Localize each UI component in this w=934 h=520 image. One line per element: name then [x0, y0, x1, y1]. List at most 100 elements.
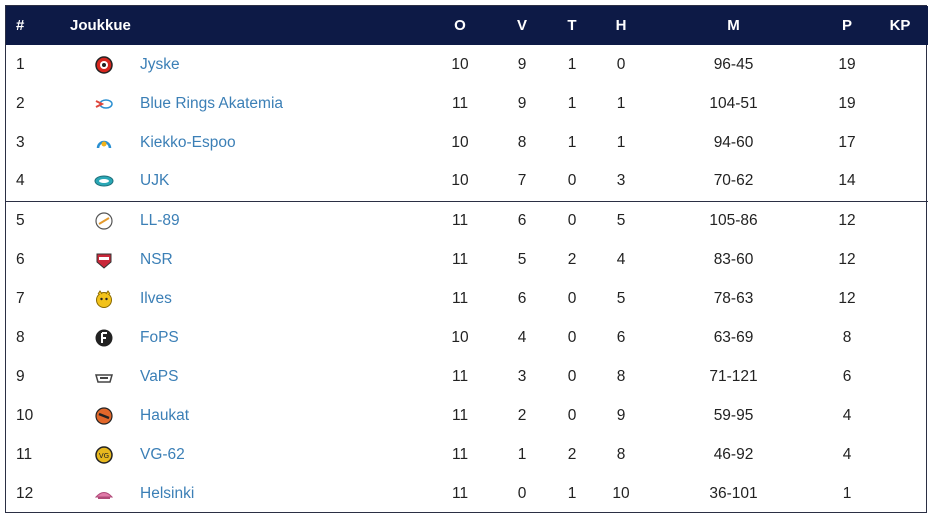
row-wins: 2	[517, 406, 527, 424]
team-link[interactable]: Blue Rings Akatemia	[140, 94, 284, 112]
row-goals: 70-62	[713, 172, 754, 190]
ll-89-logo-icon	[94, 211, 114, 231]
header-goals[interactable]: M	[727, 17, 740, 34]
table-row: 1 Jyske 10 9 1 0 96-45 19	[6, 45, 928, 84]
row-position: 10	[16, 406, 34, 424]
team-link[interactable]: LL-89	[140, 211, 180, 229]
team-link[interactable]: Haukat	[140, 406, 190, 424]
row-ties: 0	[547, 200, 598, 240]
row-position: 12	[16, 484, 34, 502]
row-games: 10	[451, 328, 469, 346]
row-kp	[872, 318, 928, 357]
row-position: 2	[16, 94, 25, 112]
row-goals: 104-51	[709, 94, 758, 112]
team-link[interactable]: FoPS	[140, 328, 179, 346]
row-ties: 0	[567, 289, 577, 307]
row-ties: 2	[567, 445, 577, 463]
blue-rings-logo-icon	[94, 94, 114, 114]
row-games: 11	[451, 484, 469, 502]
team-link[interactable]: NSR	[140, 250, 173, 268]
row-goals: 83-60	[713, 250, 754, 268]
table-row: 6 NSR 11 5 2 4 83-60 12	[6, 240, 928, 279]
row-losses: 0	[616, 55, 626, 73]
row-losses: 8	[616, 445, 626, 463]
row-wins: 6	[497, 200, 548, 240]
row-ties: 1	[567, 55, 577, 73]
row-ties: 2	[567, 250, 577, 268]
row-points: 6	[842, 367, 852, 385]
row-losses: 5	[597, 200, 646, 240]
row-ties: 1	[567, 484, 577, 502]
team-link[interactable]: Jyske	[140, 55, 180, 73]
team-link[interactable]: Ilves	[140, 289, 172, 307]
standings-table-container: # Joukkue O V T H M P KP 1 Jyske 10 9 1 …	[5, 5, 929, 513]
row-games: 10	[451, 55, 469, 73]
row-wins: 7	[517, 172, 527, 190]
row-position: 4	[16, 172, 25, 190]
header-team[interactable]: Joukkue	[70, 17, 131, 34]
row-points: 4	[842, 445, 852, 463]
row-wins: 1	[517, 445, 527, 463]
team-link[interactable]: VaPS	[140, 367, 179, 385]
team-link[interactable]: UJK	[140, 172, 170, 190]
row-points: 14	[838, 172, 856, 190]
row-goals: 96-45	[713, 55, 754, 73]
header-games[interactable]: O	[454, 17, 466, 34]
row-kp	[872, 123, 928, 162]
table-row: 12 Helsinki 11 0 1 10 36-101 1	[6, 474, 928, 513]
row-points: 12	[822, 200, 873, 240]
header-kp[interactable]: KP	[889, 17, 911, 34]
row-wins: 0	[517, 484, 527, 502]
table-row: 2 Blue Rings Akatemia 11 9 1 1 104-51 19	[6, 84, 928, 123]
row-position: 9	[16, 367, 25, 385]
row-kp	[872, 279, 928, 318]
row-points: 1	[842, 484, 852, 502]
row-points: 12	[838, 289, 856, 307]
row-kp	[872, 84, 928, 123]
row-losses: 10	[612, 484, 630, 502]
row-losses: 9	[616, 406, 626, 424]
header-points[interactable]: P	[842, 17, 853, 34]
header-wins[interactable]: V	[517, 17, 528, 34]
row-wins: 3	[517, 367, 527, 385]
header-ties[interactable]: T	[567, 17, 577, 34]
row-goals: 78-63	[713, 289, 754, 307]
row-goals: 59-95	[713, 406, 754, 424]
table-row: 11 VG VG-62 11 1 2 8 46-92 4	[6, 435, 928, 474]
row-losses: 1	[616, 133, 626, 151]
team-link[interactable]: Kiekko-Espoo	[140, 133, 236, 151]
row-kp	[872, 240, 928, 279]
team-link[interactable]: VG-62	[140, 445, 185, 463]
team-link[interactable]: Helsinki	[140, 484, 195, 502]
row-games: 11	[423, 200, 498, 240]
jyske-logo-icon	[94, 55, 114, 75]
header-losses[interactable]: H	[615, 17, 627, 34]
header-position[interactable]: #	[16, 17, 25, 34]
haukat-logo-icon	[94, 406, 114, 426]
row-games: 11	[451, 445, 469, 463]
row-losses: 4	[616, 250, 626, 268]
row-position: 11	[16, 445, 33, 463]
ilves-logo-icon	[94, 289, 114, 309]
table-header-row: # Joukkue O V T H M P KP	[6, 6, 929, 45]
row-position: 7	[16, 289, 25, 307]
row-goals: 36-101	[709, 484, 758, 502]
row-kp	[872, 435, 928, 474]
row-goals: 63-69	[713, 328, 754, 346]
row-points: 17	[838, 133, 856, 151]
row-points: 12	[838, 250, 856, 268]
row-position: 5	[6, 200, 68, 240]
table-row: 9 VaPS 11 3 0 8 71-121 6	[6, 357, 928, 396]
vaps-logo-icon	[94, 367, 114, 387]
fops-logo-icon	[94, 328, 114, 348]
row-ties: 0	[567, 172, 577, 190]
row-kp	[872, 200, 929, 240]
row-losses: 1	[616, 94, 626, 112]
row-ties: 0	[567, 328, 577, 346]
row-position: 3	[16, 133, 25, 151]
standings-table: # Joukkue O V T H M P KP 1 Jyske 10 9 1 …	[6, 6, 929, 513]
table-row: 3 Kiekko-Espoo 10 8 1 1 94-60 17	[6, 123, 928, 162]
table-row: 5 LL-89 11 6 0 5 105-86 12	[6, 200, 929, 240]
row-points: 4	[842, 406, 852, 424]
vg-62-logo-icon: VG	[94, 445, 114, 465]
